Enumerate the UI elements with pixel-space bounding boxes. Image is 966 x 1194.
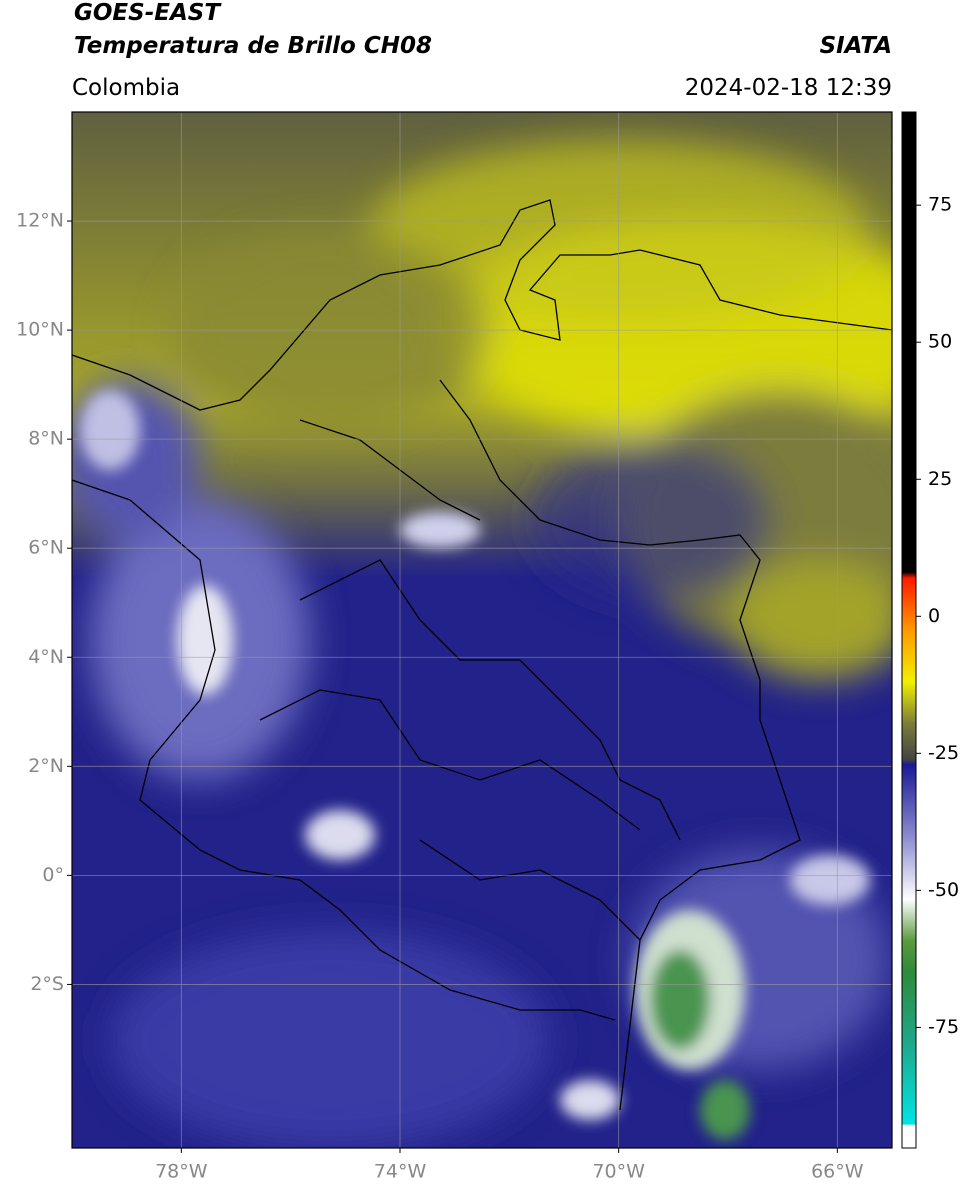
y-tick-label: 2°S xyxy=(30,973,64,995)
region: Colombia xyxy=(72,75,180,101)
x-tick-label: 78°W xyxy=(155,1161,208,1183)
colorbar-label: 25 xyxy=(928,468,952,490)
colorbar-label: 75 xyxy=(928,194,952,216)
colorbar-ticks: 75 50 25 0 -25 -50 -75 xyxy=(916,194,959,1038)
map-frame xyxy=(71,111,893,1149)
x-tick-label: 74°W xyxy=(374,1161,427,1183)
header: GOES-EAST Temperatura de Brillo CH08 SIA… xyxy=(72,0,892,101)
y-tick-label: 8°N xyxy=(28,428,64,450)
colorbar-label: 50 xyxy=(928,331,952,353)
y-tick-label: 10°N xyxy=(16,319,64,341)
x-tick-label: 66°W xyxy=(811,1161,864,1183)
colorbar-label: -25 xyxy=(928,742,959,764)
title: GOES-EAST xyxy=(74,0,222,26)
y-tick-label: 2°N xyxy=(28,755,64,777)
source: SIATA xyxy=(820,33,892,59)
y-tick-label: 12°N xyxy=(16,210,64,232)
graticule xyxy=(72,112,892,1148)
axes: 78°W 74°W 70°W 66°W 12°N 10°N 8°N 6°N 4°N 2°N 0° 2°… xyxy=(16,210,864,1183)
y-tick-label: 0° xyxy=(42,864,64,886)
y-tick-label: 4°N xyxy=(28,646,64,668)
colorbar-label: -75 xyxy=(928,1016,959,1038)
title: Temperatura de Brillo CH08 xyxy=(74,33,432,59)
colorbar-label: -50 xyxy=(928,879,959,901)
colorbar-label: 0 xyxy=(928,605,940,627)
satellite-image xyxy=(72,112,892,1148)
y-tick-label: 6°N xyxy=(28,537,64,559)
coastlines xyxy=(72,199,892,1111)
timestamp: 2024-02-18 12:39 xyxy=(685,75,892,101)
x-tick-label: 70°W xyxy=(592,1161,645,1183)
colorbar xyxy=(901,111,917,1149)
